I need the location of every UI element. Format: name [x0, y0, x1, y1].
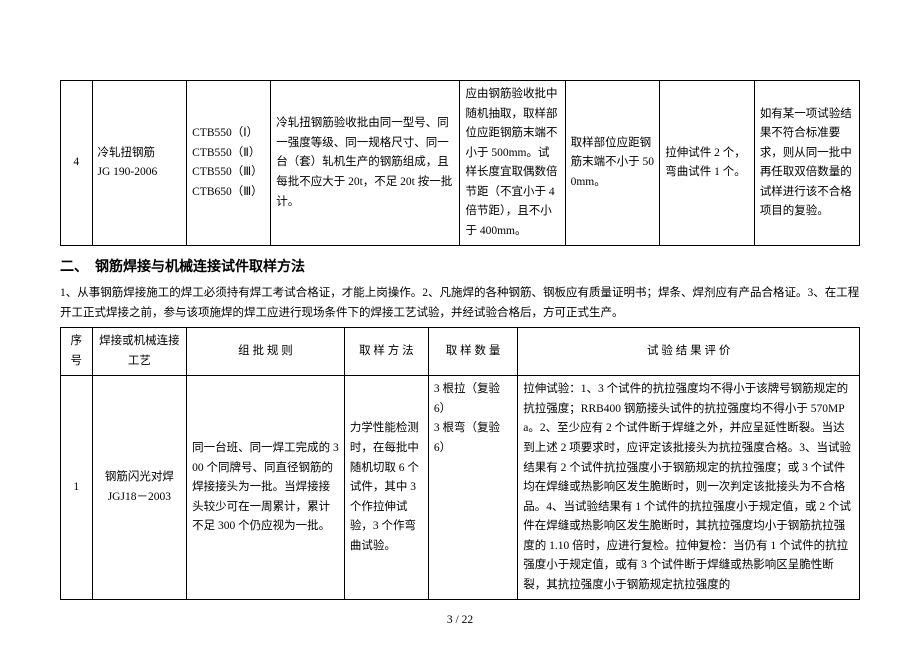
table-header-row: 序号 焊接或机械连接工艺 组 批 规 则 取 样 方 法 取 样 数 量 试 验… [61, 328, 860, 376]
cell-result-eval: 如有某一项试验结果不符合标准要求，则从同一批中再任取双倍数量的试样进行该不合格项… [754, 81, 859, 246]
header-process: 焊接或机械连接工艺 [92, 328, 187, 376]
section-title: 二、 钢筋焊接与机械连接试件取样方法 [60, 256, 860, 280]
header-sampling-method: 取 样 方 法 [344, 328, 428, 376]
page-footer: 3 / 22 [0, 611, 920, 631]
table-row: 1 钢筋闪光对焊 JGJ18－2003 同一台班、同一焊工完成的 300 个同牌… [61, 376, 860, 600]
cell-process: 钢筋闪光对焊 JGJ18－2003 [92, 376, 187, 600]
cell-sampling-qty: 3 根拉（复验 6） 3 根弯（复验 6） [428, 376, 517, 600]
process-line2: JGJ18－2003 [98, 488, 182, 508]
cell-index: 1 [61, 376, 93, 600]
type-line: CTB650（Ⅲ） [192, 183, 265, 203]
cell-sampling-loc: 取样部位应距钢筋末端不小于 500mm。 [565, 81, 660, 246]
table-row: 4 冷轧扭钢筋 JG 190-2006 CTB550（Ⅰ） CTB550（Ⅱ） … [61, 81, 860, 246]
cell-types: CTB550（Ⅰ） CTB550（Ⅱ） CTB550（Ⅲ） CTB650（Ⅲ） [187, 81, 271, 246]
type-line: CTB550（Ⅰ） [192, 124, 265, 144]
cell-result-eval: 拉伸试验：1、3 个试件的抗拉强度均不得小于该牌号钢筋规定的抗拉强度；RRB40… [518, 376, 860, 600]
name-line2: JG 190-2006 [98, 163, 182, 183]
header-group-rule: 组 批 规 则 [187, 328, 345, 376]
cell-group-rule: 同一台班、同一焊工完成的 300 个同牌号、同直径钢筋的焊接接头为一批。当焊接接… [187, 376, 345, 600]
cell-sampling-method: 应由钢筋验收批中随机抽取，取样部位应距钢筋末端不小于 500mm。试样长度宜取偶… [460, 81, 565, 246]
cell-name: 冷轧扭钢筋 JG 190-2006 [92, 81, 187, 246]
type-line: CTB550（Ⅲ） [192, 163, 265, 183]
table-weld-spec: 序号 焊接或机械连接工艺 组 批 规 则 取 样 方 法 取 样 数 量 试 验… [60, 327, 860, 600]
cell-index: 4 [61, 81, 93, 246]
table-rebar-spec: 4 冷轧扭钢筋 JG 190-2006 CTB550（Ⅰ） CTB550（Ⅱ） … [60, 80, 860, 246]
header-sampling-qty: 取 样 数 量 [428, 328, 517, 376]
cell-sample-qty: 拉伸试件 2 个，弯曲试件 1 个。 [660, 81, 755, 246]
cell-group-rule: 冷轧扭钢筋验收批由同一型号、同一强度等级、同一规格尺寸、同一台（套）轧机生产的钢… [271, 81, 460, 246]
qty-line1: 3 根拉（复验 6） [434, 380, 512, 419]
header-index: 序号 [61, 328, 93, 376]
section-intro: 1、从事钢筋焊接施工的焊工必须持有焊工考试合格证，才能上岗操作。2、凡施焊的各种… [60, 284, 860, 323]
type-line: CTB550（Ⅱ） [192, 144, 265, 164]
cell-sampling-method: 力学性能检测时，在每批中随机切取 6 个试件，其中 3 个作拉伸试验，3 个作弯… [344, 376, 428, 600]
qty-line2: 3 根弯（复验 6） [434, 419, 512, 458]
header-result-eval: 试 验 结 果 评 价 [518, 328, 860, 376]
process-line1: 钢筋闪光对焊 [98, 468, 182, 488]
name-line1: 冷轧扭钢筋 [98, 144, 182, 164]
page-container: 4 冷轧扭钢筋 JG 190-2006 CTB550（Ⅰ） CTB550（Ⅱ） … [0, 0, 920, 651]
